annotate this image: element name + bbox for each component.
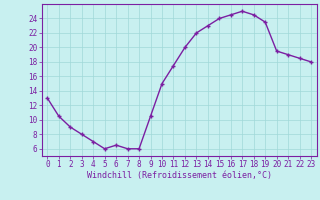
X-axis label: Windchill (Refroidissement éolien,°C): Windchill (Refroidissement éolien,°C)	[87, 171, 272, 180]
